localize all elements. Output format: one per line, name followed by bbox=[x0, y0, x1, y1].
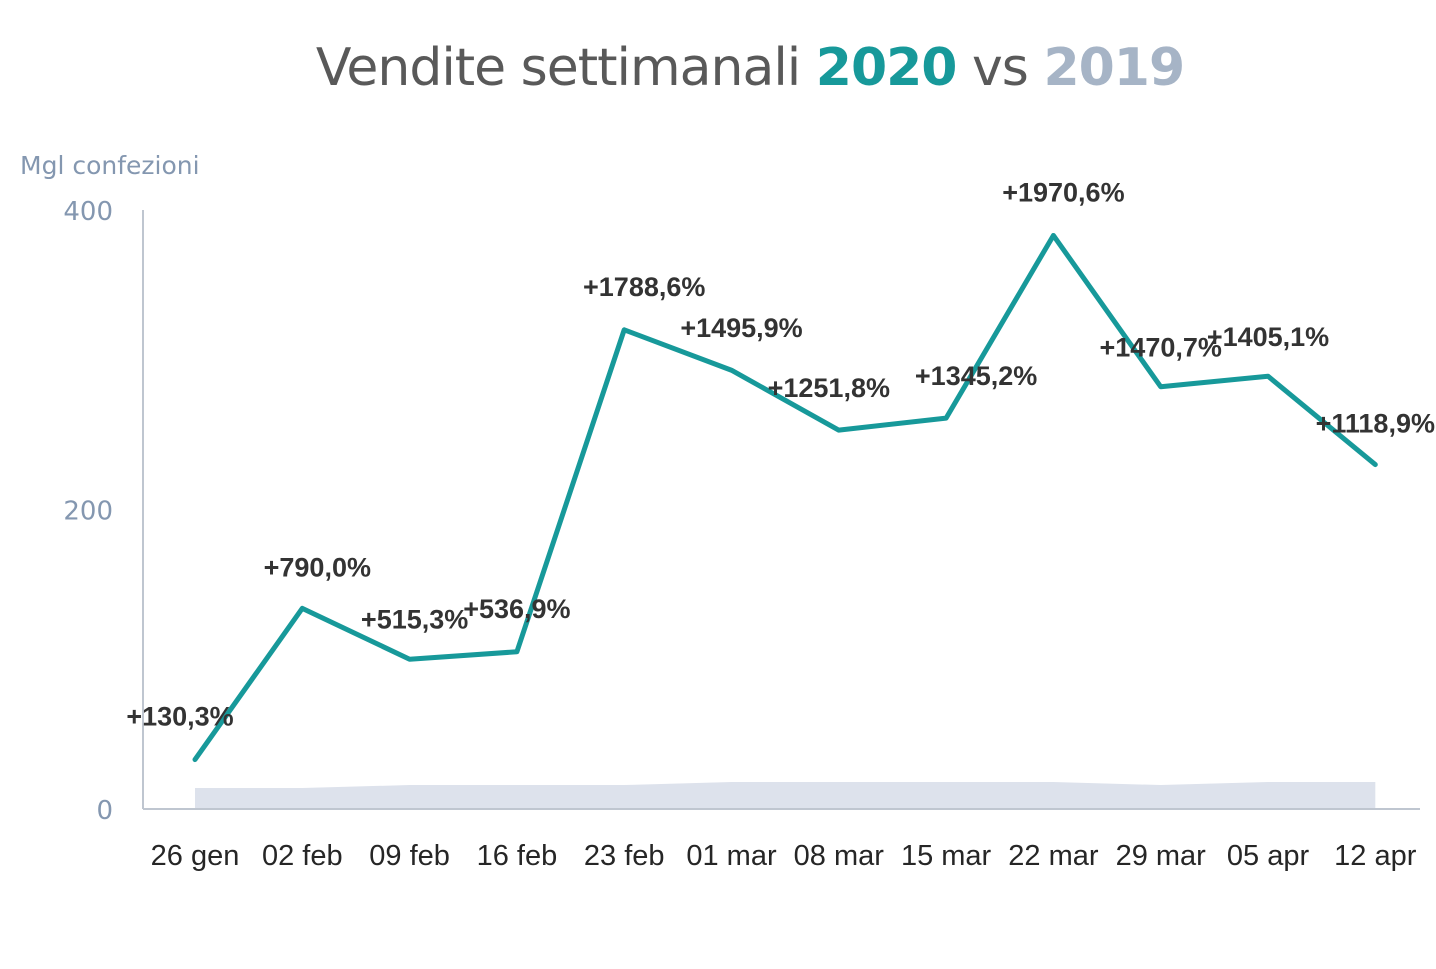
series-2020-point bbox=[516, 651, 518, 653]
x-tick-label: 23 feb bbox=[584, 840, 665, 872]
data-label: +1405,1% bbox=[1207, 322, 1329, 352]
series-2020-point bbox=[301, 607, 303, 609]
y-tick-label: 200 bbox=[63, 497, 113, 527]
series-2020-point bbox=[945, 417, 947, 419]
axes bbox=[142, 210, 1420, 810]
x-tick-labels: 26 gen 02 feb 09 feb 16 feb 23 feb 01 mar 08 m… bbox=[151, 840, 1417, 872]
data-label: +1495,9% bbox=[680, 313, 802, 343]
x-tick-label: 22 mar bbox=[1008, 840, 1099, 872]
chart-title: Vendite settimanali 2020 vs 2019 bbox=[0, 38, 1436, 98]
series-2020-polyline bbox=[192, 232, 1378, 763]
x-tick-label: 16 feb bbox=[477, 840, 558, 872]
x-tick-label: 02 feb bbox=[262, 840, 343, 872]
series-2020-point bbox=[838, 429, 840, 431]
series-2020-point bbox=[731, 369, 732, 371]
series-2020-point bbox=[1160, 386, 1162, 388]
data-labels: +130,3% +790,0% +515,3%+536,9% +1788,6% +149… bbox=[126, 177, 1435, 731]
series-2019-area-shape bbox=[195, 782, 1376, 809]
data-label: +790,0% bbox=[264, 552, 371, 582]
x-tick-label: 29 mar bbox=[1116, 840, 1207, 872]
x-tick-label: 12 apr bbox=[1334, 840, 1417, 872]
y-axis-label: Mgl confezioni bbox=[20, 151, 200, 180]
x-tick-label: 08 mar bbox=[794, 840, 885, 872]
series-2020-point bbox=[1052, 234, 1054, 236]
series-2020-point bbox=[623, 329, 625, 331]
data-label: +1470,7% bbox=[1100, 333, 1222, 363]
data-label: +536,9% bbox=[463, 594, 570, 624]
data-label: +1788,6% bbox=[583, 272, 705, 302]
y-tick-label: 0 bbox=[96, 796, 113, 826]
data-label: +515,3% bbox=[361, 604, 468, 634]
series-2019-area bbox=[195, 782, 1376, 809]
title-year-2019: 2019 bbox=[1043, 38, 1185, 98]
x-tick-label: 15 mar bbox=[901, 840, 992, 872]
y-tick-label: 400 bbox=[63, 197, 113, 227]
title-year-2020: 2020 bbox=[815, 38, 958, 98]
series-2020-point bbox=[194, 759, 196, 761]
data-label: +1251,8% bbox=[768, 373, 890, 403]
x-tick-label: 05 apr bbox=[1227, 840, 1310, 872]
x-tick-label: 01 mar bbox=[686, 840, 777, 872]
series-2020-point bbox=[1374, 464, 1376, 466]
data-label: +130,3% bbox=[126, 702, 233, 732]
data-label: +1118,9% bbox=[1316, 409, 1435, 439]
series-2020-point bbox=[1267, 375, 1269, 377]
y-tick-labels: 0 200 400 bbox=[63, 197, 113, 826]
series-2020-point bbox=[409, 658, 411, 660]
title-prefix: Vendite settimanali bbox=[315, 38, 801, 98]
x-tick-label: 09 feb bbox=[369, 840, 450, 872]
x-tick-label: 26 gen bbox=[151, 840, 240, 872]
data-label: +1970,6% bbox=[1002, 177, 1124, 207]
data-label: +1345,2% bbox=[915, 361, 1037, 391]
title-vs: vs bbox=[972, 38, 1029, 98]
series-2020-line bbox=[192, 232, 1378, 763]
